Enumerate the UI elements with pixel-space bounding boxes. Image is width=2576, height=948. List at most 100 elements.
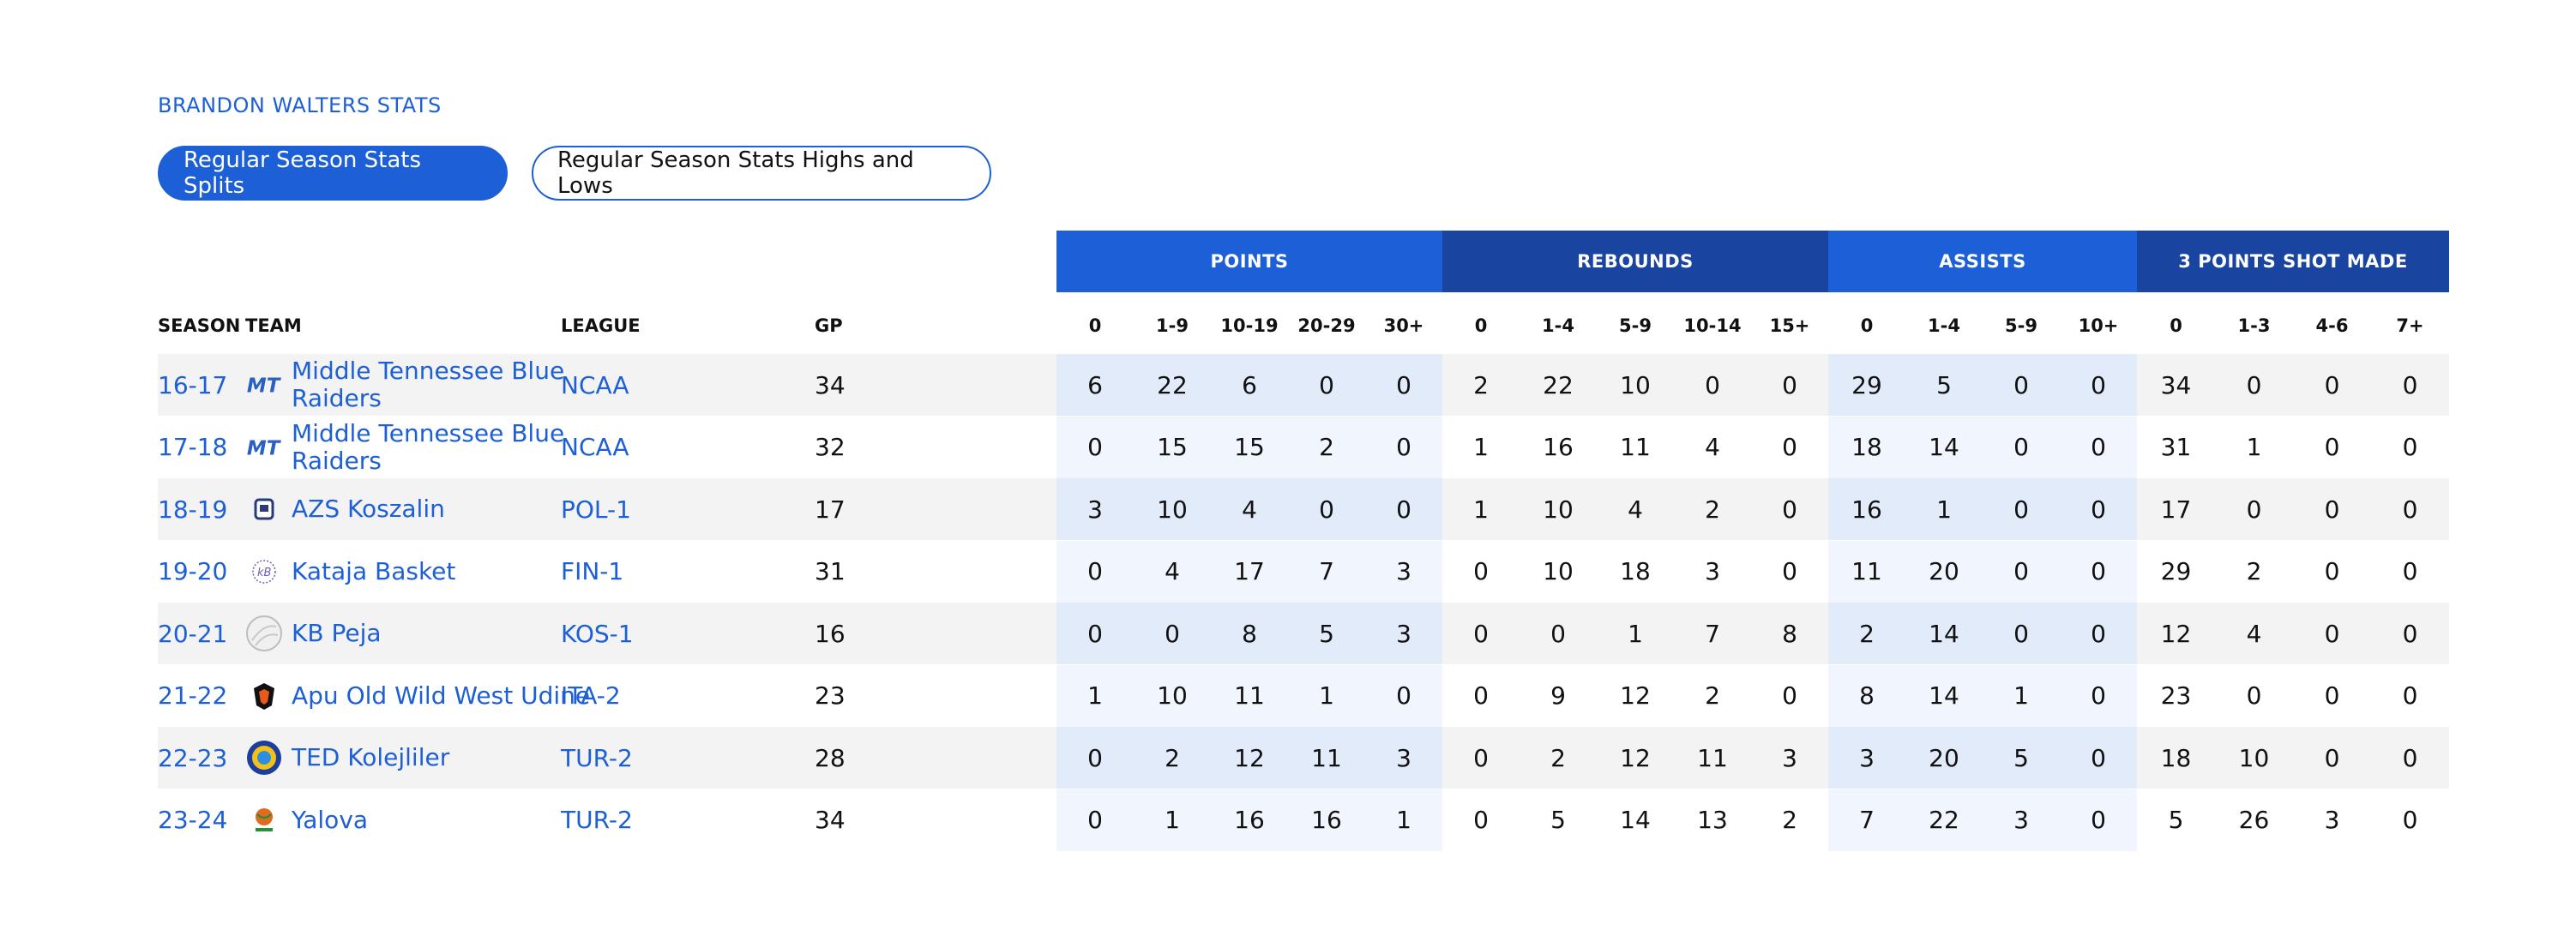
rebounds-cell: 13 <box>1697 806 1728 834</box>
season-link[interactable]: 20-21 <box>158 619 228 648</box>
league-link[interactable]: POL-1 <box>561 495 631 524</box>
season-link[interactable]: 19-20 <box>158 557 228 585</box>
assists-cell: 14 <box>1929 433 1959 461</box>
season-link[interactable]: 21-22 <box>158 681 228 710</box>
league-link[interactable]: FIN-1 <box>561 557 624 585</box>
assists-cell: 14 <box>1929 619 1959 648</box>
middle-tennessee-logo-icon: MT <box>245 366 283 404</box>
rebounds-cell: 0 <box>1550 619 1566 648</box>
team-cell: Middle Tennessee Blue Raiders <box>292 417 611 478</box>
assists-cell: 1 <box>2013 681 2029 710</box>
team-link[interactable]: TED Kolejliler <box>292 743 450 771</box>
svg-text:MT: MT <box>247 437 282 459</box>
threes-cell: 18 <box>2160 743 2192 772</box>
rebounds-cell: 8 <box>1782 619 1797 648</box>
rebounds-cell: 14 <box>1620 806 1651 834</box>
team-cell: AZS Koszalin <box>292 478 611 540</box>
assists-cell: 16 <box>1851 495 1882 524</box>
column-header-threes-3: 7+ <box>2396 315 2424 336</box>
threes-cell: 3 <box>2324 806 2340 834</box>
team-link[interactable]: Middle Tennessee Blue Raiders <box>292 418 565 475</box>
season-link[interactable]: 16-17 <box>158 370 228 399</box>
kb-peja-logo-icon <box>245 615 283 652</box>
svg-text:MT: MT <box>247 375 282 398</box>
column-header-gp: GP <box>815 315 843 336</box>
rebounds-cell: 9 <box>1550 681 1566 710</box>
rebounds-cell: 0 <box>1473 743 1489 772</box>
group-header-rebounds: REBOUNDS <box>1442 231 1828 292</box>
yalova-logo-icon <box>245 801 283 839</box>
points-cell: 15 <box>1157 433 1188 461</box>
rebounds-cell: 3 <box>1705 557 1720 585</box>
team-link[interactable]: Middle Tennessee Blue Raiders <box>292 357 565 412</box>
threes-cell: 31 <box>2160 433 2192 461</box>
team-link[interactable]: AZS Koszalin <box>292 495 445 523</box>
league-link[interactable]: ITA-2 <box>561 681 621 710</box>
threes-cell: 0 <box>2324 433 2340 461</box>
rebounds-cell: 10 <box>1543 495 1574 524</box>
rebounds-cell: 22 <box>1543 370 1574 399</box>
league-link[interactable]: TUR-2 <box>561 806 633 834</box>
points-cell: 4 <box>1242 495 1257 524</box>
games-played-cell: 17 <box>815 495 846 524</box>
league-link[interactable]: NCAA <box>561 433 629 461</box>
team-link[interactable]: Yalova <box>292 805 369 834</box>
assists-cell: 22 <box>1929 806 1959 834</box>
points-cell: 2 <box>1165 743 1180 772</box>
points-cell: 0 <box>1396 681 1411 710</box>
table-row: 18-19 AZS Koszalin POL-1 17 3 10 4 0 0 1 10 4 2 0 16 1 0… <box>158 478 2449 540</box>
team-link[interactable]: Apu Old Wild West Udine <box>292 681 591 710</box>
points-cell: 1 <box>1087 681 1103 710</box>
season-link[interactable]: 23-24 <box>158 806 228 834</box>
team-link[interactable]: Kataja Basket <box>292 556 456 585</box>
league-link[interactable]: NCAA <box>561 370 629 399</box>
column-header-points-1: 1-9 <box>1156 315 1189 336</box>
team-link[interactable]: KB Peja <box>292 619 382 647</box>
column-header-season: SEASON <box>158 315 241 336</box>
group-header-assists: ASSISTS <box>1828 231 2137 292</box>
assists-cell: 7 <box>1859 806 1875 834</box>
assists-cell: 0 <box>2013 619 2029 648</box>
apu-udine-logo-icon <box>245 677 283 715</box>
threes-cell: 0 <box>2324 495 2340 524</box>
rebounds-cell: 5 <box>1550 806 1566 834</box>
column-header-points-3: 20-29 <box>1297 315 1356 336</box>
assists-cell: 29 <box>1851 370 1882 399</box>
group-header-points: POINTS <box>1056 231 1442 292</box>
column-header-assists-0: 0 <box>1860 315 1874 336</box>
threes-cell: 0 <box>2402 619 2418 648</box>
league-link[interactable]: TUR-2 <box>561 743 633 772</box>
points-cell: 0 <box>1165 619 1180 648</box>
points-cell: 3 <box>1396 743 1411 772</box>
assists-cell: 0 <box>2091 806 2106 834</box>
threes-cell: 0 <box>2324 743 2340 772</box>
rebounds-cell: 1 <box>1473 495 1489 524</box>
threes-cell: 5 <box>2168 806 2184 834</box>
games-played-cell: 16 <box>815 619 846 648</box>
team-cell: Middle Tennessee Blue Raiders <box>292 354 611 416</box>
table-row: 17-18 MT Middle Tennessee Blue Raiders NCAA… <box>158 416 2449 478</box>
azs-koszalin-logo-icon <box>245 490 283 528</box>
assists-cell: 0 <box>2091 495 2106 524</box>
threes-cell: 0 <box>2402 806 2418 834</box>
league-link[interactable]: KOS-1 <box>561 619 634 648</box>
kataja-basket-logo-icon: kB <box>245 553 283 591</box>
tab-regular-season-highs-lows[interactable]: Regular Season Stats Highs and Lows <box>532 146 991 201</box>
rebounds-cell: 10 <box>1620 370 1651 399</box>
team-cell: KB Peja <box>292 603 611 664</box>
column-header-league: LEAGUE <box>561 315 641 336</box>
points-cell: 6 <box>1087 370 1103 399</box>
assists-cell: 0 <box>2091 370 2106 399</box>
threes-cell: 0 <box>2402 433 2418 461</box>
tab-regular-season-splits[interactable]: Regular Season Stats Splits <box>158 146 508 201</box>
table-row: 22-23 TED Kolejliler TUR-2 28 0 2 12 11 3 0 2 12 11 3… <box>158 727 2449 789</box>
season-link[interactable]: 17-18 <box>158 433 228 461</box>
assists-cell: 0 <box>2091 433 2106 461</box>
points-cell: 0 <box>1087 557 1103 585</box>
points-cell: 16 <box>1234 806 1265 834</box>
rebounds-cell: 2 <box>1782 806 1797 834</box>
rebounds-cell: 0 <box>1782 433 1797 461</box>
points-cell: 7 <box>1319 557 1334 585</box>
season-link[interactable]: 18-19 <box>158 495 228 524</box>
season-link[interactable]: 22-23 <box>158 743 228 772</box>
